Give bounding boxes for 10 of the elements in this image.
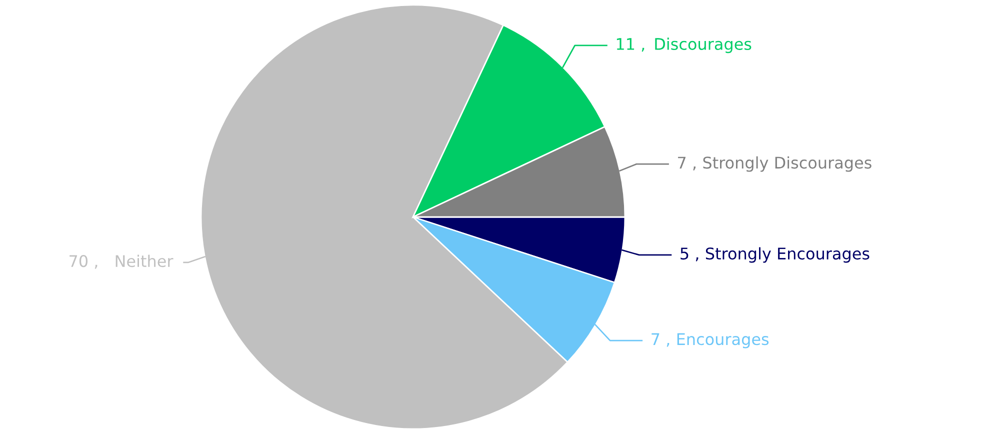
data-label: 5 , [680, 248, 698, 262]
slice-label: Encourages [677, 333, 769, 348]
data-label: 7 , [678, 156, 696, 170]
data-label: 7 , [652, 333, 670, 347]
slice-label: Strongly Discourages [703, 156, 872, 172]
data-label: 11 , [616, 38, 644, 52]
slice-label: Neither [116, 254, 174, 268]
slice-label: Discourages [655, 38, 752, 54]
data-label: 70 , [70, 255, 98, 269]
slice-label: Strongly Encourages [706, 247, 870, 263]
